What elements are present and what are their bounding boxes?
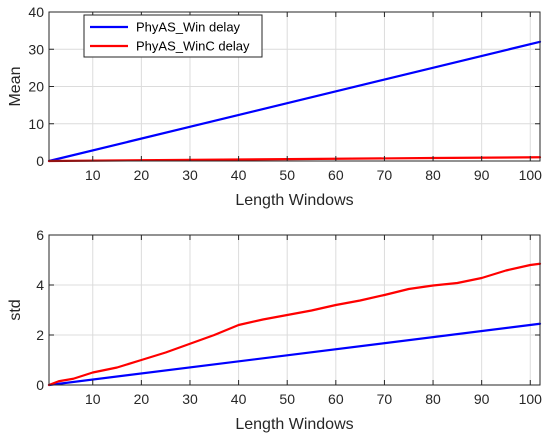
series-line-0 [47,40,542,163]
mean-chart: 10 20 30 40 50 60 70 80 90 100 0 10 20 30 40 Length Win… [7,4,542,209]
x-tick-label: 40 [231,167,247,183]
x-tick-label: 60 [328,391,344,407]
y-axis-label: Mean [7,66,24,106]
std-chart: 10 20 30 40 50 60 70 80 90 100 0 2 4 6 Length Windows s… [7,227,542,433]
y-tick-label: 40 [28,4,44,20]
x-tick-label: 30 [182,167,198,183]
series-line-0 [47,322,542,387]
y-tick-label: 30 [28,41,44,57]
y-tick-label: 0 [36,153,44,169]
x-tick-label: 60 [328,167,344,183]
x-tick-label: 80 [425,167,441,183]
axes-box [48,234,541,386]
y-tick-label: 2 [36,327,44,343]
y-axis-label: std [7,299,24,320]
x-axis-label: Length Windows [235,416,353,433]
legend-label-1: PhyAS_WinC delay [136,39,250,54]
series-line-1 [47,262,542,387]
x-tick-label: 90 [474,167,490,183]
x-tick-label: 20 [134,167,150,183]
x-tick-label: 100 [519,167,543,183]
x-tick-label: 20 [134,391,150,407]
x-axis-label: Length Windows [235,192,353,209]
y-tick-label: 4 [36,277,44,293]
plot-area [49,235,540,385]
x-tick-label: 70 [377,167,393,183]
x-tick-label: 100 [519,391,543,407]
legend-label-0: PhyAS_Win delay [136,20,241,35]
y-tick-label: 10 [28,116,44,132]
y-tick-label: 6 [36,227,44,243]
x-tick-label: 10 [85,391,101,407]
legend-box [83,14,263,58]
x-tick-label: 80 [425,391,441,407]
y-tick-label: 0 [36,377,44,393]
x-tick-label: 40 [231,391,247,407]
x-tick-label: 70 [377,391,393,407]
y-tick-label: 20 [28,79,44,95]
x-tick-label: 50 [279,391,295,407]
x-tick-label: 90 [474,391,490,407]
x-tick-label: 30 [182,391,198,407]
x-tick-label: 10 [85,167,101,183]
x-tick-label: 50 [279,167,295,183]
